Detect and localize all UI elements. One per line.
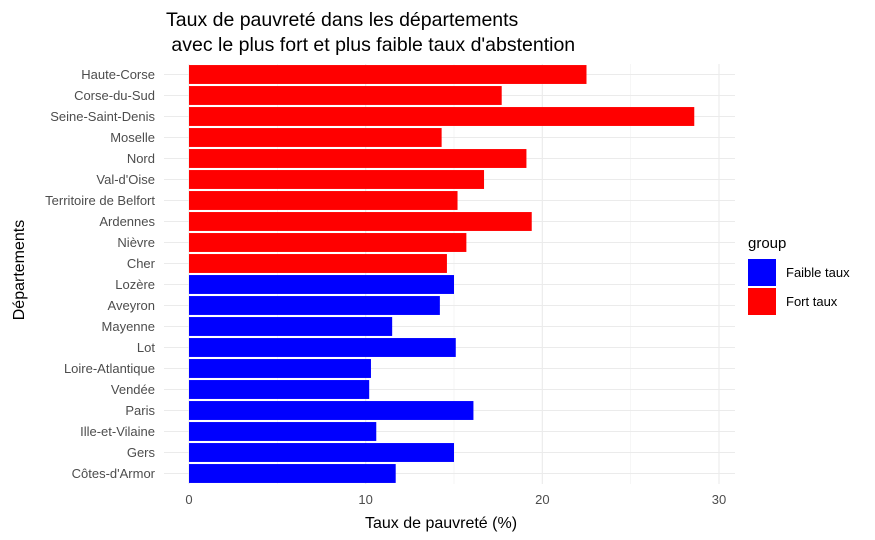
legend: group Faible taux Fort taux <box>748 235 850 315</box>
legend-swatch-fort-taux <box>748 288 776 315</box>
bar-loire-atlantique <box>189 359 371 378</box>
bar-c-tes-d-armor <box>189 464 396 483</box>
y-tick-label: Vendée <box>111 382 155 397</box>
bar-ille-et-vilaine <box>189 422 377 441</box>
bar-territoire-de-belfort <box>189 191 458 210</box>
legend-label: Fort taux <box>786 294 838 309</box>
y-tick-label: Lot <box>137 340 155 355</box>
y-tick-label: Haute-Corse <box>81 67 155 82</box>
y-tick-label: Lozère <box>115 277 155 292</box>
bar-moselle <box>189 128 442 147</box>
bar-aveyron <box>189 296 440 315</box>
bar-vend-e <box>189 380 370 399</box>
chart-title-line-1: Taux de pauvreté dans les départements <box>166 9 519 31</box>
y-tick-label: Moselle <box>110 130 155 145</box>
y-tick-label: Ille-et-Vilaine <box>80 424 155 439</box>
bar-lot <box>189 338 456 357</box>
y-axis-title: Départements <box>11 220 28 321</box>
legend-swatch-faible-taux <box>748 259 776 286</box>
bar-corse-du-sud <box>189 86 502 105</box>
bars <box>189 65 695 483</box>
chart-title-line-2: avec le plus fort et plus faible taux d'… <box>166 34 575 56</box>
y-tick-label: Aveyron <box>108 298 155 313</box>
y-tick-label: Loire-Atlantique <box>64 361 155 376</box>
legend-title: group <box>748 235 786 252</box>
bar-loz-re <box>189 275 454 294</box>
x-tick-label: 30 <box>712 492 726 507</box>
y-tick-label: Cher <box>127 256 156 271</box>
bar-haute-corse <box>189 65 587 84</box>
x-tick-label: 20 <box>535 492 549 507</box>
x-axis-ticks: 0 10 20 30 <box>185 492 726 507</box>
x-tick-label: 10 <box>358 492 372 507</box>
bar-ardennes <box>189 212 532 231</box>
bar-seine-saint-denis <box>189 107 695 126</box>
grid <box>164 64 735 484</box>
x-axis-title: Taux de pauvreté (%) <box>365 515 517 532</box>
y-tick-label: Paris <box>125 403 155 418</box>
y-tick-label: Corse-du-Sud <box>74 88 155 103</box>
y-tick-label: Nièvre <box>117 235 155 250</box>
bar-ni-vre <box>189 233 467 252</box>
y-tick-label: Mayenne <box>102 319 155 334</box>
bar-paris <box>189 401 474 420</box>
y-tick-label: Val-d'Oise <box>96 172 155 187</box>
y-tick-label: Territoire de Belfort <box>45 193 155 208</box>
bar-mayenne <box>189 317 393 336</box>
y-tick-label: Gers <box>127 445 156 460</box>
y-tick-label: Seine-Saint-Denis <box>50 109 155 124</box>
bar-cher <box>189 254 447 273</box>
legend-label: Faible taux <box>786 265 850 280</box>
y-axis-ticks: Haute-Corse Corse-du-Sud Seine-Saint-Denis… <box>45 67 155 481</box>
bar-val-d-oise <box>189 170 485 189</box>
bar-gers <box>189 443 454 462</box>
y-tick-label: Ardennes <box>99 214 155 229</box>
bar-nord <box>189 149 527 168</box>
x-tick-label: 0 <box>185 492 192 507</box>
y-tick-label: Nord <box>127 151 155 166</box>
y-tick-label: Côtes-d'Armor <box>72 466 156 481</box>
